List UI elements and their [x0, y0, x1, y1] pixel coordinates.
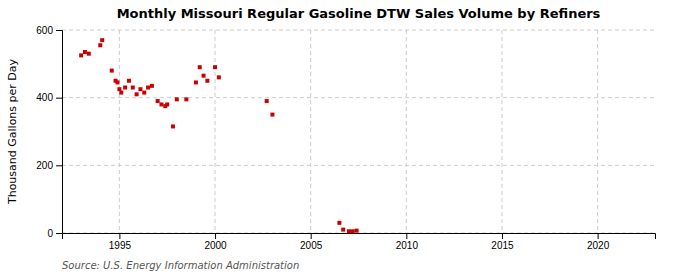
x-axis: 1995 2000 2005 2010 2015 2020 — [63, 233, 656, 251]
tick-mark — [56, 165, 62, 166]
point — [337, 221, 341, 225]
point — [355, 229, 359, 233]
y-axis-title: Thousand Gallons per Day — [6, 58, 19, 205]
tick-mark — [406, 233, 407, 239]
point — [146, 86, 150, 90]
tick-label: 400 — [36, 92, 53, 103]
tick-label: 2015 — [491, 240, 514, 251]
point — [119, 91, 123, 95]
title: Monthly Missouri Regular Gasoline DTW Sa… — [117, 6, 601, 21]
point — [341, 228, 345, 232]
point — [83, 50, 87, 54]
tick-label: 2000 — [204, 240, 227, 251]
tick-label: 2020 — [587, 240, 610, 251]
grid-line-y — [62, 97, 655, 98]
point — [100, 38, 104, 42]
point — [150, 84, 154, 88]
point — [87, 52, 91, 56]
grid-line-x — [215, 30, 216, 233]
point — [347, 229, 351, 233]
tick-mark — [598, 233, 599, 239]
point — [184, 97, 188, 101]
source-note: Source: U.S. Energy Information Administ… — [62, 260, 299, 271]
tick: 400 — [36, 92, 62, 103]
chart: 1995 2000 2005 2010 2015 2020 0 200 400 600 Monthl… — [0, 0, 675, 275]
point — [159, 102, 163, 106]
grid-line-x — [406, 30, 407, 233]
plot-area: 1995 2000 2005 2010 2015 2020 0 200 400 600 — [36, 25, 655, 251]
point — [194, 80, 198, 84]
point — [131, 86, 135, 90]
point — [202, 74, 206, 78]
tick-label: 0 — [47, 228, 53, 239]
tick: 2005 — [300, 233, 323, 251]
y-axis: 0 200 400 600 — [36, 25, 62, 239]
point — [127, 79, 131, 83]
tick: 2010 — [396, 233, 419, 251]
grid-line-x — [119, 30, 120, 233]
tick-label: 1995 — [109, 240, 132, 251]
tick-mark — [56, 98, 62, 99]
tick: 200 — [36, 160, 62, 171]
grid-line-x — [501, 30, 502, 233]
axis-line — [63, 234, 656, 240]
grid-line-x — [310, 30, 311, 233]
tick-label: 200 — [36, 160, 53, 171]
point — [156, 99, 160, 103]
point — [98, 43, 102, 47]
grid-line-y — [62, 165, 655, 166]
axis-line — [56, 31, 63, 234]
tick-mark — [119, 233, 120, 239]
point — [123, 86, 127, 90]
point — [213, 65, 217, 69]
point — [270, 113, 274, 117]
tick-mark — [215, 233, 216, 239]
point — [138, 87, 142, 91]
point — [205, 79, 209, 83]
grid — [62, 30, 655, 233]
tick-label: 2005 — [300, 240, 323, 251]
grid-line-y — [62, 30, 655, 31]
point — [171, 124, 175, 128]
tick-mark — [311, 233, 312, 239]
point — [351, 229, 355, 233]
tick: 0 — [47, 228, 62, 239]
point — [175, 97, 179, 101]
tick-mark — [56, 30, 62, 31]
point — [110, 69, 114, 73]
point — [265, 99, 269, 103]
tick-label: 600 — [36, 25, 53, 36]
point — [135, 92, 139, 96]
points — [79, 38, 358, 233]
tick: 600 — [36, 25, 62, 36]
point — [217, 75, 221, 79]
point — [115, 80, 119, 84]
tick: 2000 — [204, 233, 227, 251]
tick-label: 2010 — [396, 240, 419, 251]
point — [165, 102, 169, 106]
point — [198, 65, 202, 69]
grid-line-x — [597, 30, 598, 233]
tick: 2015 — [491, 233, 514, 251]
tick-mark — [56, 233, 62, 234]
point — [79, 53, 83, 57]
tick: 2020 — [587, 233, 610, 251]
point — [142, 91, 146, 95]
tick-mark — [502, 233, 503, 239]
tick: 1995 — [109, 233, 132, 251]
